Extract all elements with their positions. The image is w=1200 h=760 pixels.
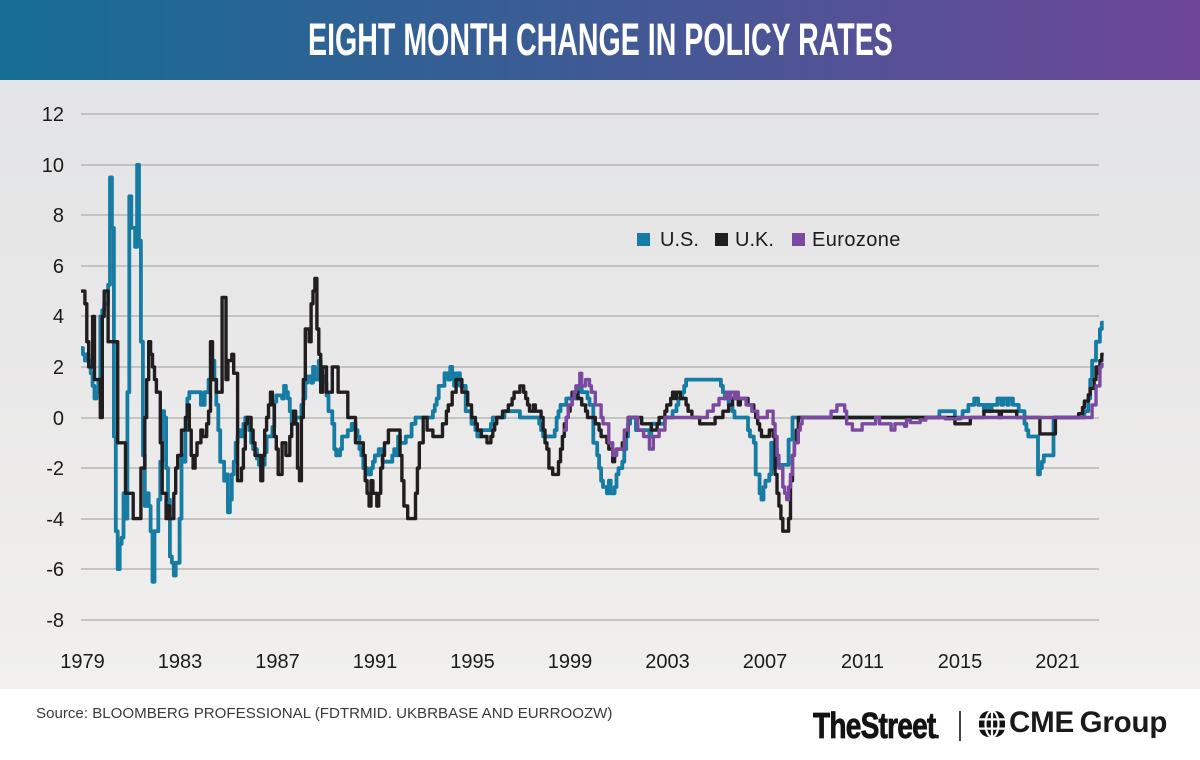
svg-text:U.K.: U.K. — [735, 229, 774, 251]
svg-text:2003: 2003 — [645, 651, 690, 673]
svg-text:U.S.: U.S. — [660, 229, 699, 251]
svg-text:1999: 1999 — [548, 651, 593, 673]
svg-text:1979: 1979 — [60, 651, 105, 673]
svg-text:1995: 1995 — [450, 651, 495, 673]
svg-text:1991: 1991 — [353, 651, 398, 673]
svg-text:-6: -6 — [46, 559, 64, 581]
svg-text:1983: 1983 — [158, 651, 203, 673]
svg-text:-4: -4 — [46, 509, 64, 531]
svg-text:2: 2 — [53, 357, 64, 379]
svg-text:0: 0 — [53, 408, 64, 430]
svg-text:Eurozone: Eurozone — [812, 229, 901, 251]
svg-text:-8: -8 — [46, 610, 64, 632]
svg-text:4: 4 — [53, 306, 64, 328]
svg-text:2021: 2021 — [1035, 651, 1080, 673]
svg-text:8: 8 — [53, 205, 64, 227]
svg-text:-2: -2 — [46, 458, 64, 480]
svg-text:2011: 2011 — [841, 651, 884, 673]
svg-text:2015: 2015 — [938, 651, 983, 673]
svg-text:1987: 1987 — [255, 651, 300, 673]
svg-text:2007: 2007 — [743, 651, 788, 673]
svg-text:12: 12 — [42, 104, 64, 126]
svg-text:10: 10 — [42, 155, 64, 177]
svg-text:6: 6 — [53, 256, 64, 278]
